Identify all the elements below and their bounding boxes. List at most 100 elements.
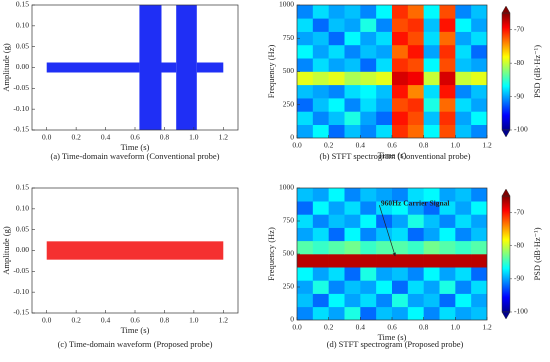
x-tick-label: 0.8 xyxy=(419,323,429,332)
heatmap-cell xyxy=(392,71,409,86)
heatmap-cell xyxy=(376,254,393,268)
heatmap-cell xyxy=(407,124,424,138)
heatmap-cell xyxy=(392,5,409,19)
heatmap-cell xyxy=(439,280,456,294)
colorbar-extend-bottom xyxy=(501,129,511,138)
heatmap-cell xyxy=(344,84,361,99)
heatmap-cell xyxy=(439,227,456,242)
heatmap-cell xyxy=(328,227,345,242)
heatmap-cell xyxy=(439,18,456,32)
heatmap-cell xyxy=(312,71,329,86)
heatmap-cell xyxy=(328,214,345,228)
heatmap-cell xyxy=(407,98,424,112)
heatmap-cell xyxy=(328,254,345,268)
x-tick-label: 1.2 xyxy=(219,316,229,325)
heatmap-cell xyxy=(360,188,377,202)
y-tick-label: 750 xyxy=(283,33,295,42)
heatmap-cell xyxy=(423,306,440,320)
heatmap-cell xyxy=(328,71,345,86)
colorbar-label: PSD (dB·Hz⁻¹) xyxy=(532,227,542,280)
x-tick-label: 1.2 xyxy=(219,133,229,142)
heatmap-cell xyxy=(297,188,314,202)
y-tick-label: 0.15 xyxy=(16,0,29,9)
y-tick-label: 1000 xyxy=(279,183,294,192)
heatmap-cell xyxy=(376,31,393,46)
y-tick-label: -0.15 xyxy=(13,308,29,317)
heatmap-cell xyxy=(455,293,472,308)
heatmap-cell xyxy=(297,214,314,228)
heatmap-cell xyxy=(360,84,377,99)
heatmap-cell xyxy=(392,188,409,202)
heatmap-cell xyxy=(328,124,345,138)
heatmap-cell xyxy=(344,124,361,138)
heatmap-cell xyxy=(376,267,393,281)
heatmap-cell xyxy=(344,280,361,294)
y-tick-label: 0.10 xyxy=(16,21,29,30)
heatmap-cell xyxy=(423,31,440,46)
heatmap-cell xyxy=(455,5,472,19)
heatmap-cell xyxy=(439,124,456,138)
x-tick-label: 1.0 xyxy=(451,323,461,332)
heatmap-cell xyxy=(344,240,361,255)
x-tick-label: 0.8 xyxy=(160,133,170,142)
heatmap-cell xyxy=(439,267,456,281)
heatmap-cell xyxy=(297,98,314,112)
heatmap-cell xyxy=(376,98,393,112)
heatmap-cell xyxy=(423,227,440,242)
heatmap-cell xyxy=(376,293,393,308)
heatmap-cell xyxy=(297,240,314,255)
heatmap-cell xyxy=(471,214,487,228)
y-axis-title: Frequency (Hz) xyxy=(266,45,276,99)
heatmap-cell xyxy=(439,111,456,125)
heatmap-cell xyxy=(407,306,424,320)
heatmap-cell xyxy=(471,293,487,308)
heatmap-cell xyxy=(297,201,314,215)
heatmap-cell xyxy=(455,18,472,32)
x-tick-label: 0.8 xyxy=(160,316,170,325)
heatmap-cell xyxy=(392,44,409,59)
heatmap-cell xyxy=(455,31,472,46)
heatmap-cell xyxy=(439,240,456,255)
y-tick-label: 0.05 xyxy=(16,224,29,233)
heatmap-cell xyxy=(423,254,440,268)
heatmap-cell xyxy=(312,5,329,19)
heatmap-cell xyxy=(376,71,393,86)
x-tick-label: 0.4 xyxy=(356,141,366,150)
heatmap-cell xyxy=(455,44,472,59)
heatmap-cell xyxy=(360,254,377,268)
heatmap-cell xyxy=(407,240,424,255)
heatmap-cell xyxy=(471,124,487,138)
plot-area xyxy=(46,5,224,130)
heatmap-cell xyxy=(360,31,377,46)
heatmap-cell xyxy=(471,240,487,255)
heatmap-cell xyxy=(360,240,377,255)
heatmap-cell xyxy=(455,240,472,255)
heatmap-cell xyxy=(455,201,472,215)
heatmap-cell xyxy=(423,293,440,308)
heatmap-cell xyxy=(407,84,424,99)
heatmap-cell xyxy=(392,84,409,99)
y-axis-title: Amplitude (g) xyxy=(1,226,11,275)
y-tick-label: -0.10 xyxy=(13,104,29,113)
heatmap-cell xyxy=(297,111,314,125)
x-tick-label: 0.2 xyxy=(71,133,81,142)
y-tick-label: 0.10 xyxy=(16,204,29,213)
heatmap-cell xyxy=(297,18,314,32)
heatmap-cell xyxy=(455,188,472,202)
heatmap-cell xyxy=(297,280,314,294)
x-tick-label: 1.2 xyxy=(482,323,492,332)
heatmap-cell xyxy=(360,306,377,320)
heatmap-cell xyxy=(328,280,345,294)
heatmap-cell xyxy=(328,98,345,112)
heatmap-cell xyxy=(360,111,377,125)
heatmap-cell xyxy=(439,84,456,99)
heatmap-cell xyxy=(376,58,393,72)
heatmap-cell xyxy=(407,44,424,59)
heatmap-cell xyxy=(297,44,314,59)
heatmap-cell xyxy=(360,18,377,32)
y-axis-title: Amplitude (g) xyxy=(1,43,11,92)
heatmap-cell xyxy=(312,280,329,294)
heatmap-cell xyxy=(471,111,487,125)
